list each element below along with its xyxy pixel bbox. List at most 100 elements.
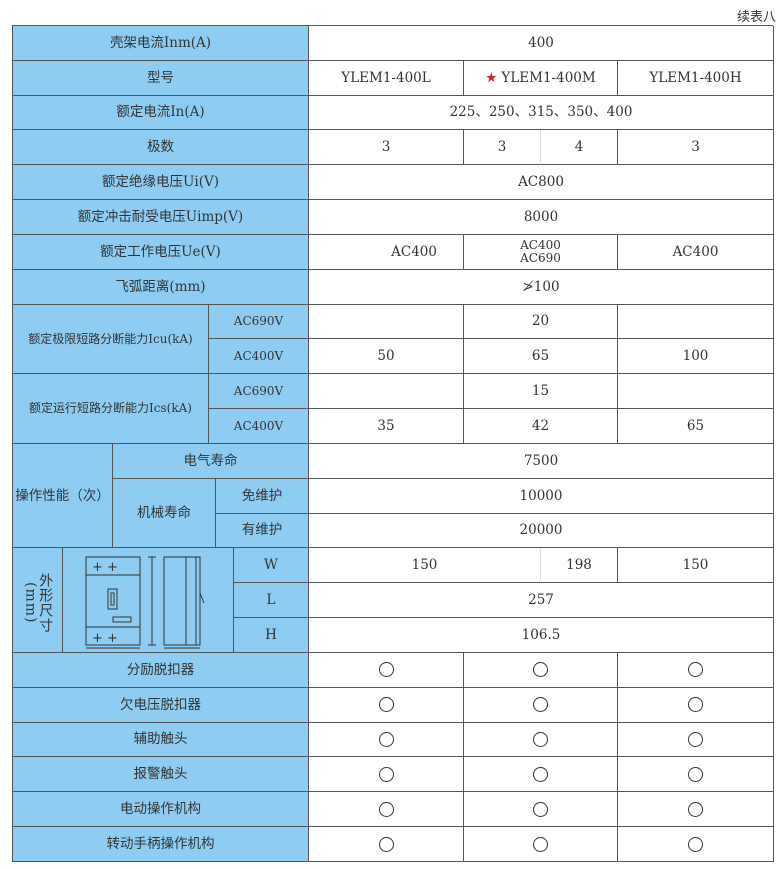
label-dims-text: 外形尺寸(mm) bbox=[22, 573, 54, 634]
label-l: L bbox=[234, 583, 309, 619]
icu-690-l bbox=[309, 304, 464, 340]
poles-h: 3 bbox=[618, 130, 774, 166]
icu-690-h bbox=[618, 304, 774, 340]
ue-m-400: AC400 bbox=[520, 238, 561, 253]
table-caption: 续表八 bbox=[736, 10, 776, 25]
svg-text:+ +: + + bbox=[92, 631, 118, 646]
label-mech-life: 机械寿命 bbox=[113, 478, 216, 549]
ue-m-690: AC690 bbox=[520, 250, 561, 265]
circle-icon bbox=[378, 801, 394, 817]
label-poles: 极数 bbox=[13, 130, 309, 166]
circle-icon bbox=[378, 732, 394, 748]
value-l: 257 bbox=[309, 583, 774, 619]
label-ue: 额定工作电压Ue(V) bbox=[13, 234, 309, 270]
circle-icon bbox=[688, 697, 703, 713]
ics-400-m: 42 bbox=[464, 409, 618, 444]
model-l: YLEM1-400L bbox=[309, 60, 464, 96]
accessory-h-cell bbox=[618, 652, 774, 688]
circle-icon bbox=[533, 697, 548, 713]
circle-icon bbox=[378, 662, 394, 678]
circle-icon bbox=[533, 836, 548, 852]
label-ics: 额定运行短路分断能力Ics(kA) bbox=[13, 374, 209, 444]
circle-icon bbox=[688, 766, 703, 782]
label-accessory: 分励脱扣器 bbox=[13, 652, 309, 688]
w-m: 198 bbox=[541, 548, 618, 584]
accessory-h-cell bbox=[618, 827, 774, 862]
accessory-h-cell bbox=[618, 792, 774, 828]
ue-m: AC400 AC690 bbox=[464, 234, 618, 270]
label-h: H bbox=[234, 618, 309, 653]
spec-table: 壳架电流Inm(A) 400 型号 YLEM1-400L ★ YLEM1-400M… bbox=[12, 25, 774, 862]
circle-icon bbox=[533, 662, 548, 678]
value-maint: 20000 bbox=[309, 513, 774, 549]
label-accessory: 电动操作机构 bbox=[13, 792, 309, 828]
label-rated-current: 额定电流In(A) bbox=[13, 95, 309, 131]
accessory-l-cell bbox=[309, 792, 464, 828]
label-accessory: 报警触头 bbox=[13, 757, 309, 793]
label-accessory: 辅助触头 bbox=[13, 722, 309, 758]
accessory-m-cell bbox=[464, 722, 618, 758]
circle-icon bbox=[688, 836, 703, 852]
accessory-m-cell bbox=[464, 827, 618, 862]
value-ui: AC800 bbox=[309, 165, 774, 201]
label-arc: 飞弧距离(mm) bbox=[13, 269, 309, 305]
icu-690-m: 20 bbox=[464, 304, 618, 340]
label-accessory: 欠电压脱扣器 bbox=[13, 687, 309, 723]
circle-icon bbox=[378, 766, 394, 782]
ics-690-h bbox=[618, 374, 774, 410]
label-accessory: 转动手柄操作机构 bbox=[13, 827, 309, 862]
poles-m4: 4 bbox=[541, 130, 618, 166]
circle-icon bbox=[533, 732, 548, 748]
value-electric-life: 7500 bbox=[309, 443, 774, 479]
svg-text:+ +: + + bbox=[92, 560, 118, 575]
w-l: 150 bbox=[309, 548, 541, 584]
value-frame-current: 400 bbox=[309, 26, 774, 61]
accessory-l-cell bbox=[309, 652, 464, 688]
icu-ac690-label: AC690V bbox=[209, 304, 309, 340]
dimension-drawing: + + + + bbox=[63, 548, 234, 653]
model-h: YLEM1-400H bbox=[618, 60, 774, 96]
accessory-m-cell bbox=[464, 757, 618, 793]
label-maint: 有维护 bbox=[216, 513, 309, 549]
accessory-l-cell bbox=[309, 722, 464, 758]
value-rated-current: 225、250、315、350、400 bbox=[309, 95, 774, 131]
value-arc: ≯100 bbox=[309, 269, 774, 305]
icu-400-h: 100 bbox=[618, 339, 774, 375]
label-ops: 操作性能（次） bbox=[13, 443, 113, 549]
label-electric-life: 电气寿命 bbox=[113, 443, 309, 479]
star-icon: ★ bbox=[485, 69, 498, 86]
accessory-m-cell bbox=[464, 792, 618, 828]
accessory-l-cell bbox=[309, 687, 464, 723]
ics-400-l: 35 bbox=[309, 409, 464, 444]
icu-400-l: 50 bbox=[309, 339, 464, 375]
icu-400-m: 65 bbox=[464, 339, 618, 375]
accessory-h-cell bbox=[618, 757, 774, 793]
ue-h: AC400 bbox=[618, 234, 774, 270]
accessory-m-cell bbox=[464, 687, 618, 723]
ue-l: AC400 bbox=[309, 234, 464, 270]
ics-690-m: 15 bbox=[464, 374, 618, 410]
ics-ac690-label: AC690V bbox=[209, 374, 309, 410]
circle-icon bbox=[533, 801, 548, 817]
ics-ac400-label: AC400V bbox=[209, 409, 309, 444]
label-model: 型号 bbox=[13, 60, 309, 96]
accessory-l-cell bbox=[309, 827, 464, 862]
ics-400-h: 65 bbox=[618, 409, 774, 444]
breaker-outline-drawing: + + + + bbox=[85, 556, 204, 649]
circle-icon bbox=[688, 662, 703, 678]
label-dims: 外形尺寸(mm) bbox=[13, 548, 63, 653]
circle-icon bbox=[378, 697, 394, 713]
w-h: 150 bbox=[618, 548, 774, 584]
accessory-m-cell bbox=[464, 652, 618, 688]
label-w: W bbox=[234, 548, 309, 584]
ics-690-l bbox=[309, 374, 464, 410]
circle-icon bbox=[688, 801, 703, 817]
value-h: 106.5 bbox=[309, 618, 774, 653]
circle-icon bbox=[533, 766, 548, 782]
accessory-h-cell bbox=[618, 687, 774, 723]
value-maint-free: 10000 bbox=[309, 478, 774, 514]
label-uimp: 额定冲击耐受电压Uimp(V) bbox=[13, 200, 309, 235]
label-maint-free: 免维护 bbox=[216, 478, 309, 514]
label-ui: 额定绝缘电压Ui(V) bbox=[13, 165, 309, 201]
label-icu: 额定极限短路分断能力Icu(kA) bbox=[13, 304, 209, 375]
